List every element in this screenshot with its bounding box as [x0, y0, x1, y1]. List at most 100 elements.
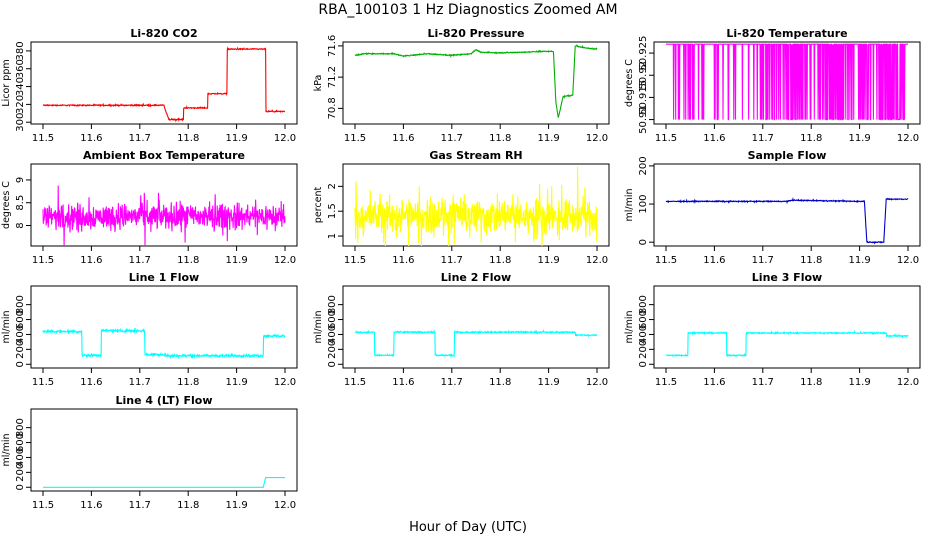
y-tick-label: 340	[15, 77, 26, 96]
y-tick-label: 0	[15, 484, 26, 490]
x-tick-label: 12.0	[586, 255, 608, 266]
panel-2: Li-820 Pressure kPa 11.5 11.6 11.7 11.8 11.9 12…	[313, 27, 610, 144]
x-tick-label: 11.7	[752, 255, 774, 266]
x-tick-label: 11.9	[848, 133, 870, 144]
y-tick-label: 50.91	[638, 105, 649, 134]
x-tick-label: 11.8	[177, 377, 199, 388]
y-tick-label: 100	[638, 194, 649, 213]
y-axis-label: degrees C	[1, 181, 12, 229]
x-tick-label: 11.5	[344, 377, 366, 388]
panel-7: Line 1 Flow ml/min 11.5 11.6 11.7 11.8 11.9 12.…	[1, 271, 298, 388]
x-tick-label: 11.5	[32, 255, 54, 266]
y-tick-label: 200	[638, 340, 649, 359]
x-tick-label: 11.9	[225, 377, 247, 388]
y-tick-label: 800	[327, 295, 338, 314]
x-tick-label: 12.0	[274, 500, 296, 511]
y-axis-label: degrees C	[624, 59, 635, 107]
x-tick-label: 11.7	[129, 255, 151, 266]
y-tick-label: 600	[15, 310, 26, 329]
y-tick-label: 71.2	[327, 66, 338, 88]
x-tick-label: 12.0	[274, 255, 296, 266]
x-tick-label: 12.0	[897, 377, 919, 388]
series-line	[666, 43, 908, 121]
panel-title: Line 1 Flow	[129, 271, 199, 284]
panel-6: Sample Flow ml/min 11.5 11.6 11.7 11.8 11.9 12.…	[624, 149, 921, 266]
plot-frame	[342, 285, 610, 369]
x-tick-label: 11.7	[441, 255, 463, 266]
y-tick-label: 320	[15, 95, 26, 114]
y-tick-label: 800	[638, 295, 649, 314]
panel-title: Li-820 CO2	[130, 27, 197, 40]
series-line	[354, 328, 598, 358]
panel-title: Line 4 (LT) Flow	[116, 394, 213, 407]
x-tick-label: 11.7	[752, 133, 774, 144]
panel-3: Li-820 Temperature degrees C 11.5 11.6 11.7 1…	[624, 27, 921, 144]
x-tick-label: 11.5	[32, 133, 54, 144]
y-axis-label: ml/min	[313, 310, 324, 343]
y-axis-label: Licor ppm	[1, 59, 12, 106]
x-tick-label: 11.9	[537, 377, 559, 388]
series-line	[42, 185, 286, 247]
x-tick-label: 11.9	[537, 133, 559, 144]
x-tick-label: 11.7	[441, 133, 463, 144]
x-tick-label: 11.8	[489, 255, 511, 266]
panel-title: Ambient Box Temperature	[83, 149, 245, 162]
x-tick-label: 11.7	[129, 500, 151, 511]
y-tick-label: 400	[327, 325, 338, 344]
series-line	[42, 46, 286, 123]
y-tick-label: 800	[15, 295, 26, 314]
y-tick-label: 400	[15, 325, 26, 344]
plot-frame	[342, 163, 610, 247]
x-tick-label: 11.9	[225, 133, 247, 144]
x-tick-label: 11.6	[703, 377, 725, 388]
x-tick-label: 11.6	[392, 255, 414, 266]
y-tick-label: 200	[327, 340, 338, 359]
figure-title: RBA_100103 1 Hz Diagnostics Zoomed AM	[318, 2, 617, 18]
x-tick-label: 11.6	[392, 133, 414, 144]
y-tick-label: 50.92	[638, 61, 649, 90]
series-line	[665, 197, 909, 245]
series-line	[665, 329, 909, 358]
y-tick-label: 400	[638, 325, 649, 344]
x-tick-label: 11.7	[129, 377, 151, 388]
x-tick-label: 11.5	[32, 500, 54, 511]
x-tick-label: 11.9	[225, 500, 247, 511]
x-tick-label: 11.9	[225, 255, 247, 266]
x-tick-label: 11.8	[489, 133, 511, 144]
y-tick-label: 70.8	[327, 97, 338, 119]
x-tick-label: 11.6	[80, 377, 102, 388]
x-tick-label: 12.0	[897, 255, 919, 266]
y-tick-label: 9	[15, 177, 26, 183]
y-tick-label: 800	[15, 418, 26, 437]
panel-title: Li-820 Pressure	[428, 27, 525, 40]
y-tick-label: 1.5	[327, 203, 338, 219]
panel-10: Line 4 (LT) Flow ml/min 11.5 11.6 11.7 11.8 11…	[1, 394, 298, 511]
panel-4: Ambient Box Temperature degrees C 11.5 11.6…	[1, 149, 298, 266]
panel-title: Sample Flow	[748, 149, 827, 162]
panel-9: Line 3 Flow ml/min 11.5 11.6 11.7 11.8 11.9 12.…	[624, 271, 921, 388]
y-tick-label: 1	[327, 233, 338, 239]
y-axis-label: ml/min	[1, 310, 12, 343]
series-line	[42, 327, 286, 360]
x-tick-label: 11.5	[344, 255, 366, 266]
y-tick-label: 8.5	[15, 195, 26, 211]
x-tick-label: 11.8	[177, 255, 199, 266]
plot-frame	[30, 408, 298, 492]
y-tick-label: 0	[638, 239, 649, 245]
plot-frame	[30, 285, 298, 369]
y-tick-label: 200	[638, 156, 649, 175]
series-line	[354, 43, 598, 118]
x-tick-label: 11.6	[80, 255, 102, 266]
x-tick-label: 11.6	[392, 377, 414, 388]
series-line	[43, 477, 285, 488]
panel-title: Line 2 Flow	[441, 271, 511, 284]
y-tick-label: 600	[327, 310, 338, 329]
figure-x-axis-label: Hour of Day (UTC)	[409, 520, 527, 535]
y-axis-label: ml/min	[624, 188, 635, 221]
x-tick-label: 12.0	[897, 133, 919, 144]
y-tick-label: 50.915	[638, 80, 649, 115]
x-tick-label: 11.5	[32, 377, 54, 388]
